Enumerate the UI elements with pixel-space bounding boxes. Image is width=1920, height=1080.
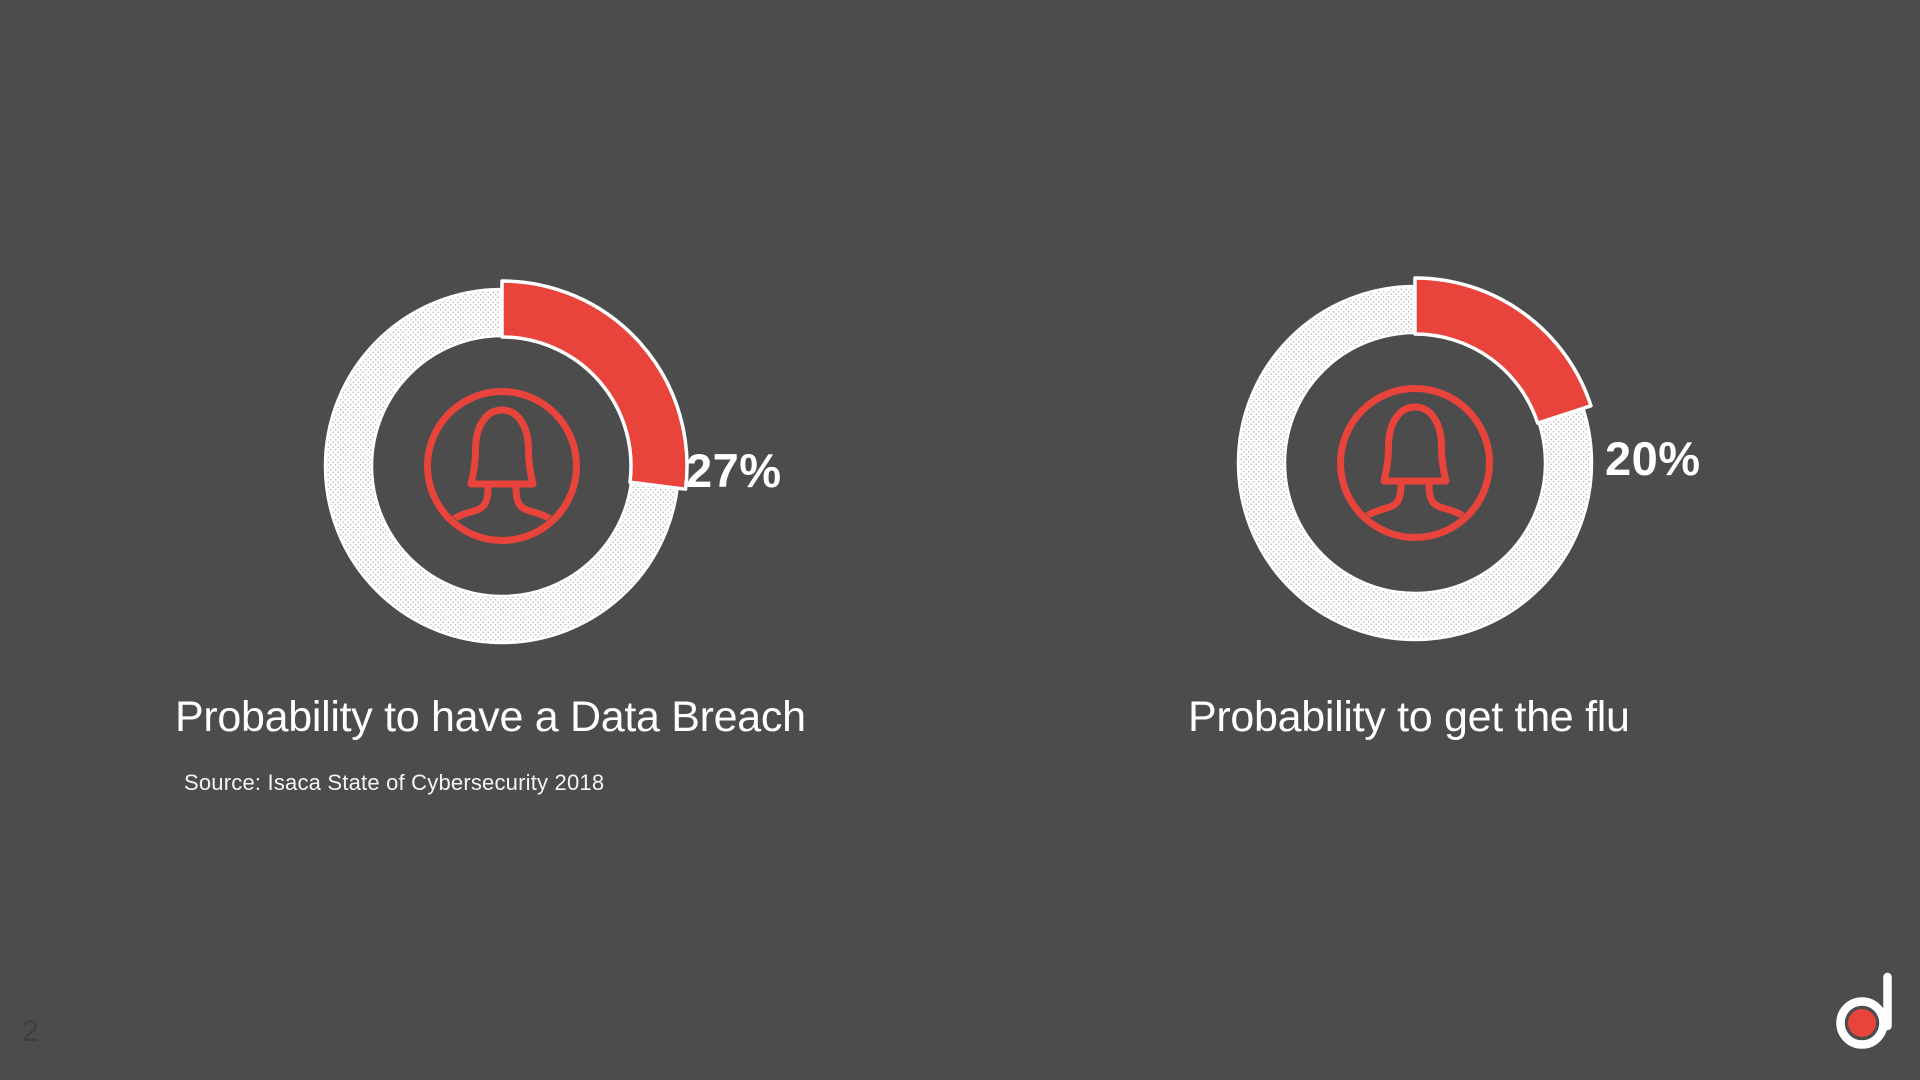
logo-dot (1848, 1009, 1876, 1037)
page-number: 2 (22, 1015, 39, 1048)
donut-chart-flu (1236, 276, 1594, 642)
percent-label-flu: 20% (1605, 432, 1701, 485)
source-note: Source: Isaca State of Cybersecurity 201… (184, 770, 605, 795)
d-logo (1836, 972, 1892, 1049)
chart-caption-data-breach: Probability to have a Data Breach (175, 693, 806, 741)
person-icon (1337, 385, 1493, 541)
donut-arc-20 (1413, 276, 1593, 425)
person-icon (424, 388, 580, 544)
percent-label-data-breach: 27% (686, 444, 782, 497)
donut-chart-data-breach (323, 279, 689, 645)
chart-caption-flu: Probability to get the flu (1188, 693, 1630, 741)
donut-arc-27 (500, 279, 689, 491)
